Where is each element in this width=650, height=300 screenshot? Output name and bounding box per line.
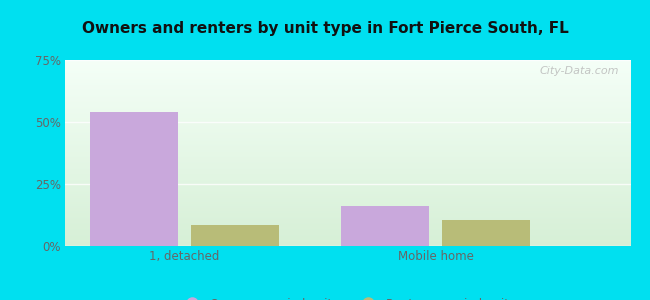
- Text: City-Data.com: City-Data.com: [540, 66, 619, 76]
- Bar: [341, 206, 430, 246]
- Text: Owners and renters by unit type in Fort Pierce South, FL: Owners and renters by unit type in Fort …: [82, 21, 568, 36]
- Legend: Owner occupied units, Renter occupied units: Owner occupied units, Renter occupied un…: [176, 293, 519, 300]
- Bar: [90, 112, 178, 246]
- Bar: [442, 220, 530, 246]
- Bar: [190, 225, 279, 246]
